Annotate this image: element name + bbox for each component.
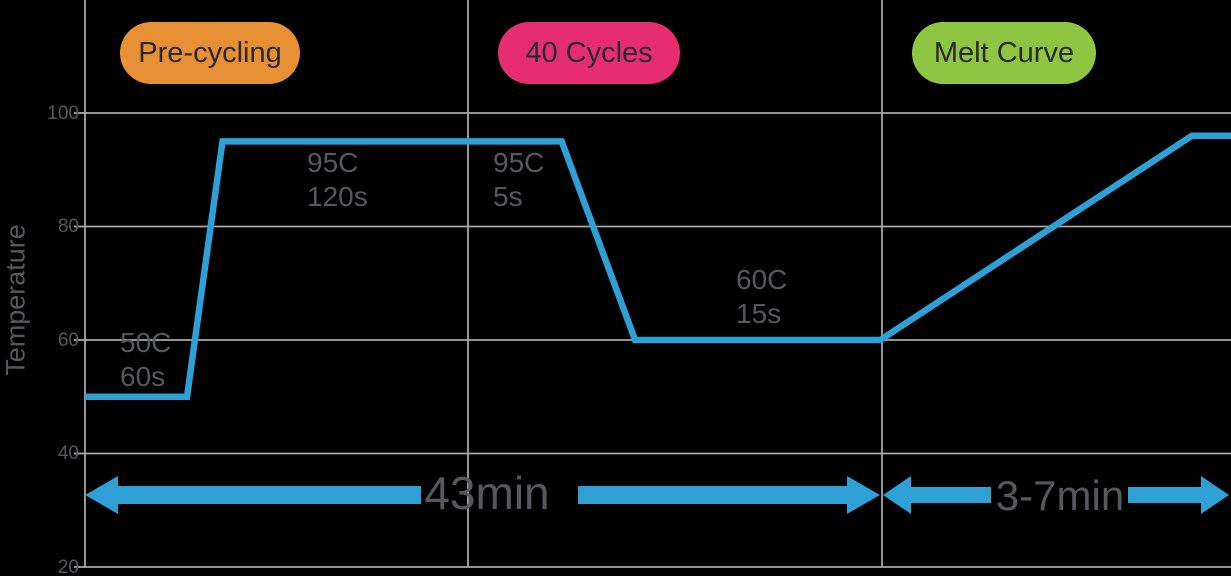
step-temp: 95C — [493, 147, 545, 178]
step-time: 5s — [493, 181, 523, 212]
step-annotation-60c-15s: 60C 15s — [736, 263, 787, 331]
badge-melt-curve: Melt Curve — [912, 22, 1096, 84]
badge-pre-cycling: Pre-cycling — [120, 22, 300, 84]
step-annotation-95c-5s: 95C 5s — [493, 146, 544, 214]
cycling-duration-label: 43min — [424, 467, 550, 519]
cycling-duration-arrow-right-icon — [578, 476, 880, 514]
step-annotation-50c: 50C 60s — [120, 326, 171, 394]
step-temp: 95C — [307, 147, 359, 178]
step-time: 15s — [736, 298, 782, 329]
step-time: 120s — [307, 181, 368, 212]
y-axis-title: Temperature — [0, 224, 31, 376]
melt-duration-arrow-right-icon — [1128, 476, 1229, 514]
phase-separators — [84, 0, 883, 567]
badge-40-cycles: 40 Cycles — [498, 22, 680, 84]
step-annotation-95c-120s: 95C 120s — [307, 146, 368, 214]
y-tick-label-40: 40 — [57, 443, 79, 464]
step-time: 60s — [120, 361, 166, 392]
badge-40-cycles-label: 40 Cycles — [525, 36, 653, 69]
step-temp: 50C — [120, 327, 172, 358]
temperature-line — [85, 132, 1231, 401]
melt-duration-label: 3-7min — [995, 472, 1125, 519]
badge-melt-curve-label: Melt Curve — [933, 36, 1075, 69]
duration-arrows — [85, 476, 1229, 514]
cycling-duration-arrow-left-icon — [85, 476, 421, 514]
y-tick-label-100: 100 — [47, 103, 79, 124]
y-tick-label-20: 20 — [57, 557, 79, 576]
y-tick-label-80: 80 — [57, 216, 79, 237]
badge-pre-cycling-label: Pre-cycling — [138, 36, 282, 69]
y-tick-label-60: 60 — [57, 330, 79, 351]
melt-duration-arrow-left-icon — [883, 476, 991, 514]
step-temp: 60C — [736, 264, 788, 295]
